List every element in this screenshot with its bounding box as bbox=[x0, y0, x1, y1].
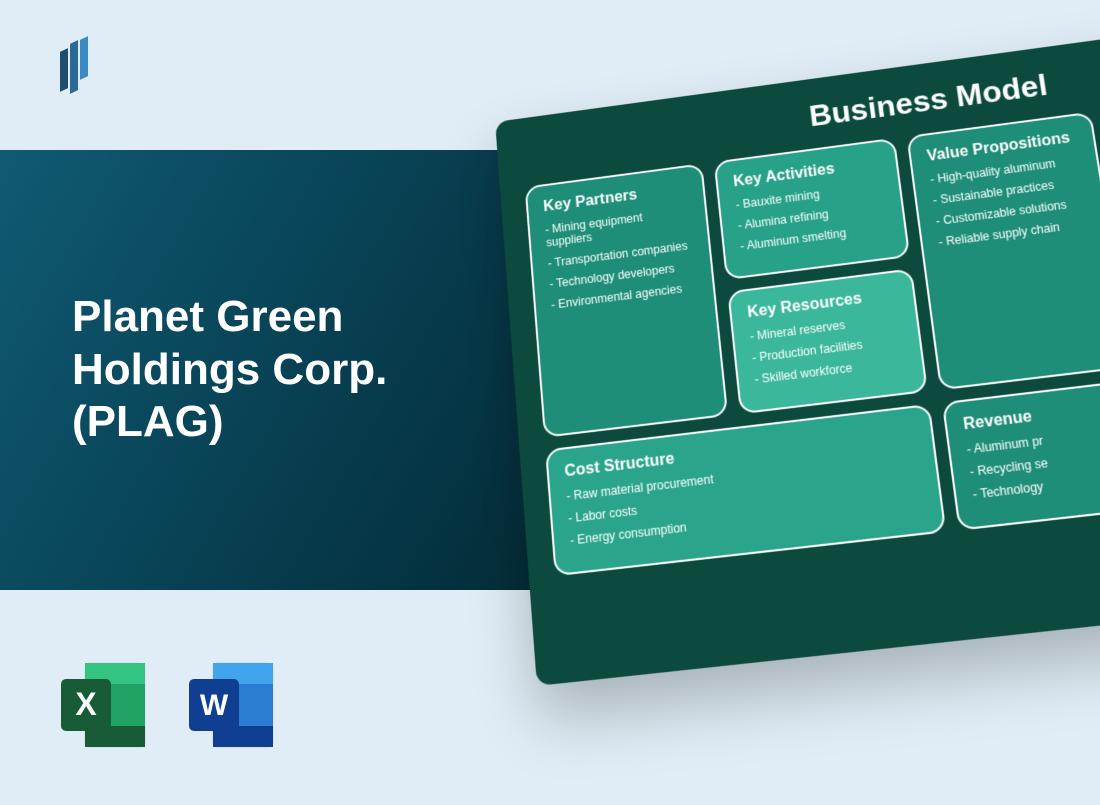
logo-bar-2 bbox=[70, 40, 78, 94]
excel-icon: X bbox=[55, 655, 155, 755]
card-list: - Bauxite mining- Alumina refining- Alum… bbox=[735, 179, 889, 253]
title-panel: Planet Green Holdings Corp. (PLAG) bbox=[0, 150, 560, 590]
card-key-partners: Key Partners - Mining equipment supplier… bbox=[525, 163, 729, 438]
word-icon: W bbox=[183, 655, 283, 755]
svg-text:X: X bbox=[75, 686, 97, 722]
card-heading: Revenue bbox=[962, 380, 1100, 434]
card-value-propositions: Value Propositions - High-quality alumin… bbox=[906, 112, 1100, 391]
logo-bar-3 bbox=[80, 36, 88, 80]
business-model-canvas-wrap: Business Model Key Partners - Mining equ… bbox=[510, 75, 1100, 655]
card-key-resources: Key Resources - Mineral reserves- Produc… bbox=[727, 268, 928, 414]
file-type-icons: X W bbox=[55, 655, 283, 755]
canvas-grid: Key Partners - Mining equipment supplier… bbox=[525, 93, 1100, 577]
card-list: - High-quality aluminum- Sustainable pra… bbox=[929, 153, 1091, 249]
logo-bar-1 bbox=[60, 48, 68, 92]
business-model-canvas: Business Model Key Partners - Mining equ… bbox=[495, 19, 1100, 686]
company-title: Planet Green Holdings Corp. (PLAG) bbox=[72, 291, 520, 449]
card-list: - Mineral reserves- Production facilitie… bbox=[749, 311, 906, 386]
card-key-activities: Key Activities - Bauxite mining- Alumina… bbox=[714, 138, 911, 280]
svg-text:W: W bbox=[200, 689, 229, 722]
card-list: - Mining equipment suppliers- Transporta… bbox=[545, 205, 698, 312]
